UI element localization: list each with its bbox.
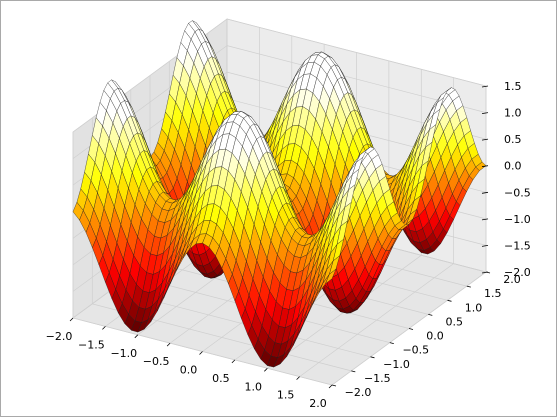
z-tick-mark (481, 112, 489, 114)
x-tick-label: 0.5 (212, 372, 230, 385)
z-tick-mark (481, 85, 489, 88)
z-tick-mark (481, 165, 489, 168)
x-tick-mark (69, 317, 74, 322)
x-tick-label: 1.0 (245, 380, 263, 393)
z-tick-label: −0.5 (504, 186, 531, 199)
z-tick-label: 1.5 (504, 80, 522, 93)
x-tick-mark (328, 384, 333, 389)
x-tick-mark (264, 368, 268, 372)
y-tick-label: 2.0 (503, 273, 521, 286)
y-tick-mark (447, 299, 452, 302)
z-tick-mark (481, 218, 489, 221)
y-tick-label: −1.5 (364, 372, 391, 385)
z-tick-label: −2.0 (504, 266, 531, 279)
z-axis-ticks: −2.0 −1.5 −1.0 −0.5 0.0 0.5 1.0 1.5 (481, 80, 531, 279)
x-tick-mark (134, 334, 139, 339)
y-tick-label: 0.5 (446, 315, 464, 328)
x-tick-mark (296, 376, 300, 380)
z-tick-label: 1.0 (504, 107, 522, 120)
y-tick-mark (370, 356, 375, 359)
y-tick-label: −0.5 (402, 344, 429, 357)
y-tick-label: 0.0 (426, 330, 444, 343)
x-tick-mark (231, 359, 236, 364)
z-tick-mark (481, 191, 489, 194)
x-tick-label: −2.0 (46, 330, 73, 343)
y-tick-mark (331, 384, 337, 387)
z-tick-label: −1.5 (504, 239, 531, 252)
x-tick-mark (166, 342, 171, 347)
y-tick-mark (466, 285, 471, 288)
z-tick-mark (481, 138, 489, 141)
y-tick-mark (389, 342, 394, 344)
y-tick-mark (485, 271, 491, 274)
surface-facet (325, 269, 337, 284)
z-tick-mark (481, 245, 489, 247)
x-axis-ticks: −2.0 −1.5 −1.0 −0.5 0.0 0.5 1.0 1.5 2.0 (46, 317, 333, 410)
x-tick-mark (102, 326, 106, 330)
surface-mesh (72, 20, 487, 368)
y-axis-ticks: −2.0−1.5−1.0−0.50.00.51.01.52.0 (331, 271, 521, 399)
y-tick-label: −1.0 (383, 358, 410, 371)
y-tick-mark (428, 314, 433, 316)
y-tick-label: 1.0 (465, 301, 483, 314)
z-tick-label: 0.0 (504, 160, 522, 173)
y-tick-label: −2.0 (345, 386, 372, 399)
x-tick-label: 0.0 (180, 364, 198, 377)
y-tick-label: 1.5 (484, 287, 502, 300)
z-tick-label: −1.0 (504, 213, 531, 226)
x-tick-label: −1.0 (110, 347, 137, 360)
z-tick-label: 0.5 (504, 133, 522, 146)
x-tick-label: 1.5 (277, 389, 295, 402)
x-tick-label: 2.0 (309, 397, 327, 410)
gridline-back-z (226, 18, 487, 87)
x-tick-label: −0.5 (143, 355, 170, 368)
y-tick-mark (351, 370, 356, 373)
y-tick-mark (408, 328, 414, 330)
x-tick-label: −1.5 (78, 338, 105, 351)
x-tick-mark (199, 351, 203, 355)
